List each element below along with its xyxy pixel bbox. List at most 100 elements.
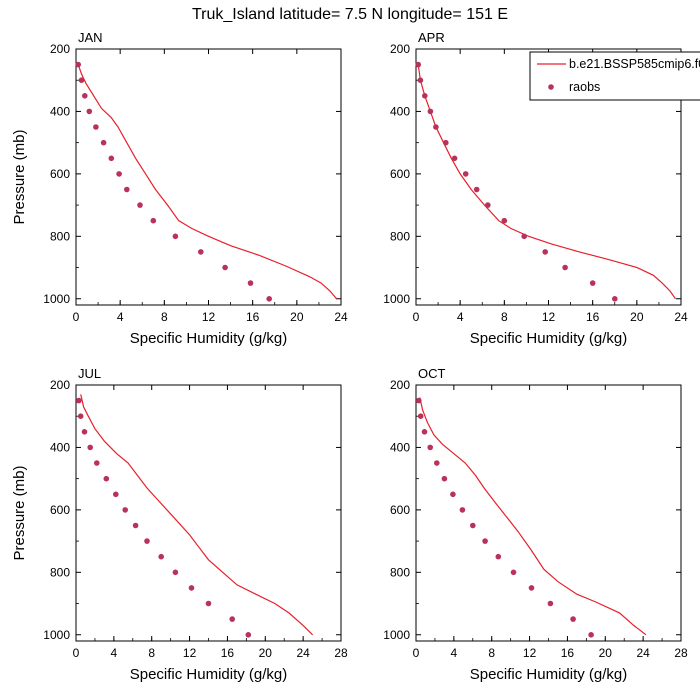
raobs-point [122,507,128,513]
x-tick-label: 12 [202,310,216,324]
raobs-point [441,475,448,482]
chart-panel-jul: 0 4 8 12 16 20 24 28 200 400 600 800 1000 JUL Specific… [11,366,348,683]
y-tick-label: 800 [390,565,410,579]
raobs-point [93,124,99,130]
x-tick-label: 16 [586,310,600,324]
raobs-point [462,171,469,177]
raobs-point [415,61,422,68]
x-tick-label: 4 [457,310,464,324]
panel-title-jul: JUL [78,366,101,381]
x-tick-label: 8 [488,646,495,660]
raobs-point [229,616,235,622]
raobs-point [427,444,434,451]
raobs-point [547,600,554,607]
raobs-point [589,280,596,286]
y-tick-label: 600 [50,167,70,181]
x-tick-label: 0 [413,310,420,324]
y-tick-label: 800 [390,229,410,243]
y-tick-label: 200 [390,42,410,56]
y-tick-label: 200 [50,42,70,56]
raobs-point [100,139,107,146]
y-tick-label: 600 [50,503,70,517]
raobs-point [150,217,157,224]
y-axis-title: Pressure (mb) [11,129,28,224]
legend-obs-label: raobs [569,80,600,94]
y-tick-label: 600 [390,167,410,181]
x-tick-label: 16 [246,310,260,324]
x-tick-label: 0 [73,310,80,324]
chart-panel-oct: 0 4 8 12 16 20 24 28 200 400 600 800 1000 OCT Specific… [383,366,688,683]
x-tick-label: 20 [290,310,304,324]
raobs-point [417,413,424,420]
chart-panel-apr: 0 4 8 12 16 20 24 200 400 600 800 1000 APR Specific H… [383,30,688,347]
figure-title: Truk_Island latitude= 7.5 N longitude= 1… [192,6,508,23]
y-tick-label: 800 [50,565,70,579]
raobs-point [266,296,273,302]
raobs-point [222,264,228,271]
raobs-point [124,186,130,193]
raobs-point [113,491,119,498]
y-tick-label: 1000 [43,292,70,306]
x-tick-label: 28 [334,646,348,660]
x-tick-label: 20 [259,646,273,660]
chart-panel-jan: 0 4 8 12 16 20 24 200 400 600 800 1000 JAN Specific H… [11,30,348,347]
raobs-point [443,139,449,146]
y-tick-label: 1000 [43,628,70,642]
raobs-point [434,460,440,466]
raobs-point [198,249,204,255]
legend-model-label: b.e21.BSSP585cmip6.f09_g17.CESM2-SE.001 [569,57,700,71]
raobs-point [158,553,164,560]
raobs-point [116,171,122,177]
model-profile-line [419,397,647,636]
raobs-point [245,632,252,638]
model-profile-line [417,64,676,300]
x-tick-label: 8 [501,310,508,324]
raobs-point [521,233,527,240]
y-tick-label: 200 [390,378,410,392]
plot-frame [75,48,342,306]
x-tick-label: 24 [636,646,650,660]
legend: b.e21.BSSP585cmip6.f09_g17.CESM2-SE.001 … [529,51,700,101]
raobs-point [421,429,428,435]
raobs-point [451,155,458,162]
model-profile-line [77,64,338,300]
x-tick-label: 4 [451,646,458,660]
x-axis-title: Specific Humidity (g/kg) [130,666,288,683]
raobs-point [482,538,488,544]
legend-box [529,51,700,101]
raobs-point [501,217,508,224]
raobs-point [86,108,93,115]
x-tick-label: 24 [674,310,688,324]
y-tick-label: 400 [50,104,70,118]
raobs-point [588,632,594,638]
x-tick-label: 12 [183,646,197,660]
y-axis-title: Pressure (mb) [11,465,28,560]
x-tick-label: 0 [413,646,420,660]
raobs-point [473,186,480,193]
raobs-point [75,61,81,68]
raobs-point [87,444,93,451]
x-tick-label: 24 [296,646,310,660]
raobs-point [137,202,143,208]
raobs-point [82,93,88,99]
x-tick-label: 20 [630,310,644,324]
x-tick-label: 4 [111,646,118,660]
y-tick-label: 800 [50,229,70,243]
raobs-point [427,108,434,115]
x-tick-label: 24 [334,310,348,324]
raobs-point [94,460,100,466]
panel-title-apr: APR [418,30,445,45]
raobs-point [78,77,85,83]
x-tick-label: 8 [148,646,155,660]
raobs-point [172,569,179,576]
raobs-point [103,475,110,482]
raobs-point [470,522,476,529]
x-tick-label: 12 [523,646,537,660]
raobs-point [81,429,88,435]
x-tick-label: 16 [221,646,235,660]
x-tick-label: 0 [73,646,80,660]
y-tick-label: 1000 [383,628,410,642]
model-profile-line [80,394,314,636]
raobs-point [510,569,517,576]
